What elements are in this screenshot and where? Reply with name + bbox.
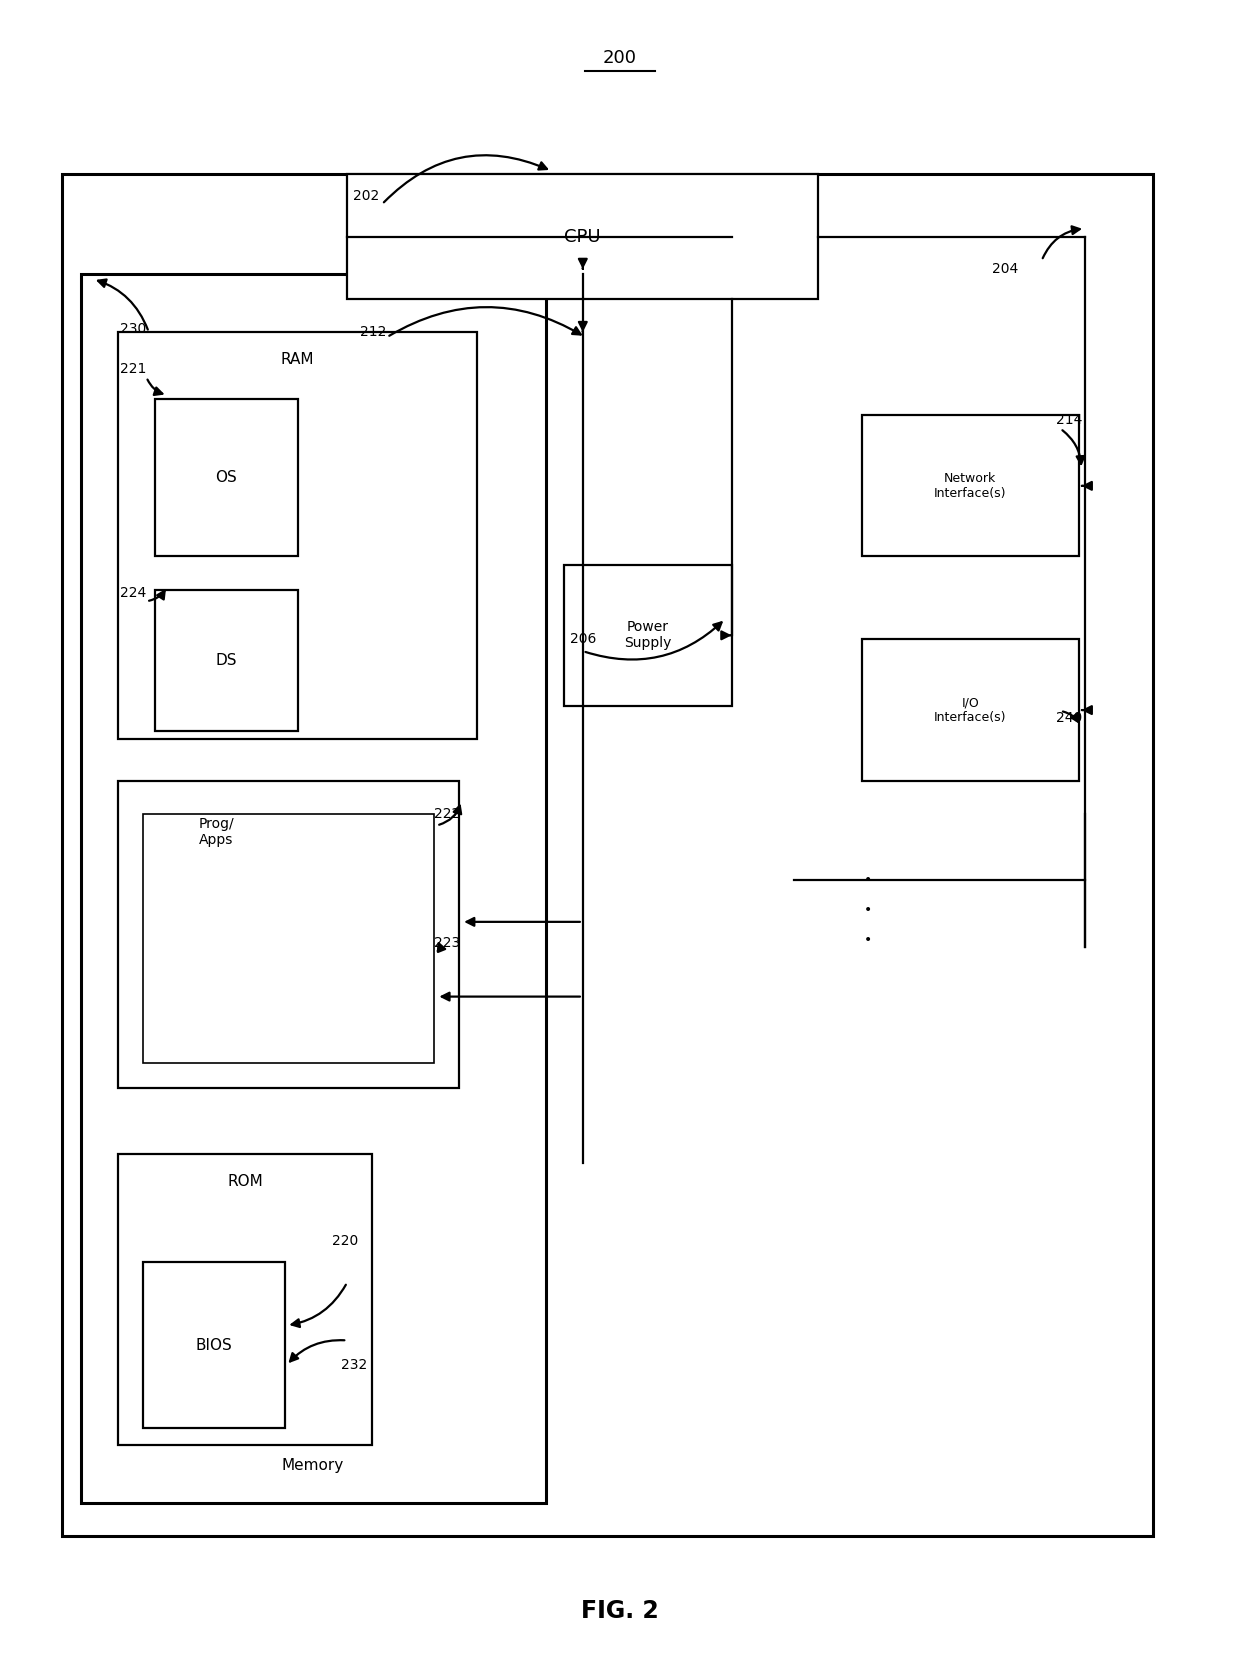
Text: OS: OS [216, 470, 237, 485]
Text: DS: DS [216, 653, 237, 668]
Text: 224: 224 [120, 586, 146, 600]
FancyBboxPatch shape [118, 332, 477, 739]
FancyBboxPatch shape [564, 565, 732, 706]
Text: 214: 214 [1056, 414, 1083, 427]
Text: I/O
Interface(s): I/O Interface(s) [934, 696, 1007, 724]
Text: 202: 202 [353, 189, 379, 203]
Text: •: • [864, 904, 872, 917]
Text: Prog/
Apps: Prog/ Apps [198, 817, 234, 847]
FancyBboxPatch shape [347, 174, 818, 299]
Text: FIG. 2: FIG. 2 [582, 1600, 658, 1623]
Text: Network
Interface(s): Network Interface(s) [934, 472, 1007, 500]
Text: Memory: Memory [281, 1458, 345, 1473]
FancyBboxPatch shape [81, 274, 546, 1503]
Text: 240: 240 [1056, 711, 1083, 724]
FancyBboxPatch shape [155, 590, 298, 731]
Text: 222: 222 [434, 807, 460, 821]
FancyBboxPatch shape [155, 399, 298, 556]
Text: 200: 200 [603, 50, 637, 66]
Text: 204: 204 [992, 262, 1018, 276]
FancyBboxPatch shape [143, 814, 434, 1063]
Text: •: • [864, 874, 872, 887]
FancyBboxPatch shape [143, 1262, 285, 1428]
Text: 220: 220 [332, 1234, 358, 1247]
FancyBboxPatch shape [118, 1154, 372, 1445]
FancyBboxPatch shape [862, 415, 1079, 556]
FancyBboxPatch shape [862, 639, 1079, 781]
Text: CPU: CPU [564, 228, 601, 246]
Text: BIOS: BIOS [196, 1337, 232, 1354]
Text: 221: 221 [120, 362, 146, 375]
Text: •: • [864, 933, 872, 947]
Text: 232: 232 [341, 1359, 367, 1372]
Text: 223: 223 [434, 937, 460, 950]
FancyBboxPatch shape [118, 781, 459, 1088]
Text: RAM: RAM [280, 352, 315, 367]
FancyBboxPatch shape [62, 174, 1153, 1536]
Text: 212: 212 [360, 326, 386, 339]
Text: Power
Supply: Power Supply [624, 620, 672, 651]
Text: ROM: ROM [227, 1174, 263, 1189]
Text: 230: 230 [120, 322, 146, 336]
Text: 206: 206 [570, 633, 596, 646]
